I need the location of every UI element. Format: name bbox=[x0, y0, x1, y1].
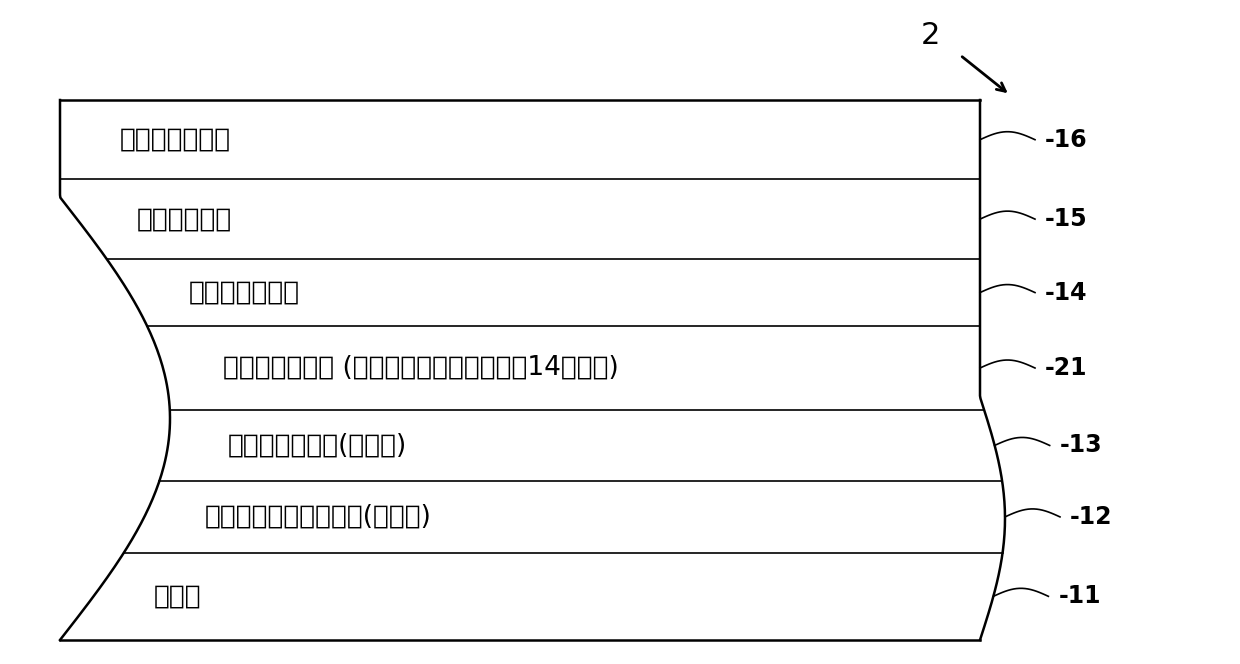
Text: -14: -14 bbox=[1045, 281, 1087, 305]
Text: 2: 2 bbox=[920, 21, 940, 50]
Text: 硅基底: 硅基底 bbox=[154, 583, 201, 610]
Polygon shape bbox=[60, 100, 1004, 640]
Text: -11: -11 bbox=[1059, 584, 1101, 608]
Text: -12: -12 bbox=[1070, 505, 1112, 529]
Text: 氮化镓铝缓冲层: 氮化镓铝缓冲层 bbox=[188, 280, 300, 305]
Text: 氮化镓高阻值缓冲值层(碳掺杂): 氮化镓高阻值缓冲值层(碳掺杂) bbox=[205, 504, 432, 530]
Text: -15: -15 bbox=[1045, 207, 1087, 231]
Text: -16: -16 bbox=[1045, 127, 1087, 151]
Text: 氮化镓通道层: 氮化镓通道层 bbox=[138, 206, 232, 232]
Text: -13: -13 bbox=[1060, 434, 1102, 457]
Text: 氮化镓铝阻障层: 氮化镓铝阻障层 bbox=[120, 127, 231, 153]
Text: 氮化镓铝缓冲层 (铝含量渐进式变化至与第14层相同): 氮化镓铝缓冲层 (铝含量渐进式变化至与第14层相同) bbox=[223, 355, 619, 381]
Text: -21: -21 bbox=[1045, 356, 1087, 380]
Text: 氮化镓高阻值层(碳掺杂): 氮化镓高阻值层(碳掺杂) bbox=[228, 432, 407, 458]
